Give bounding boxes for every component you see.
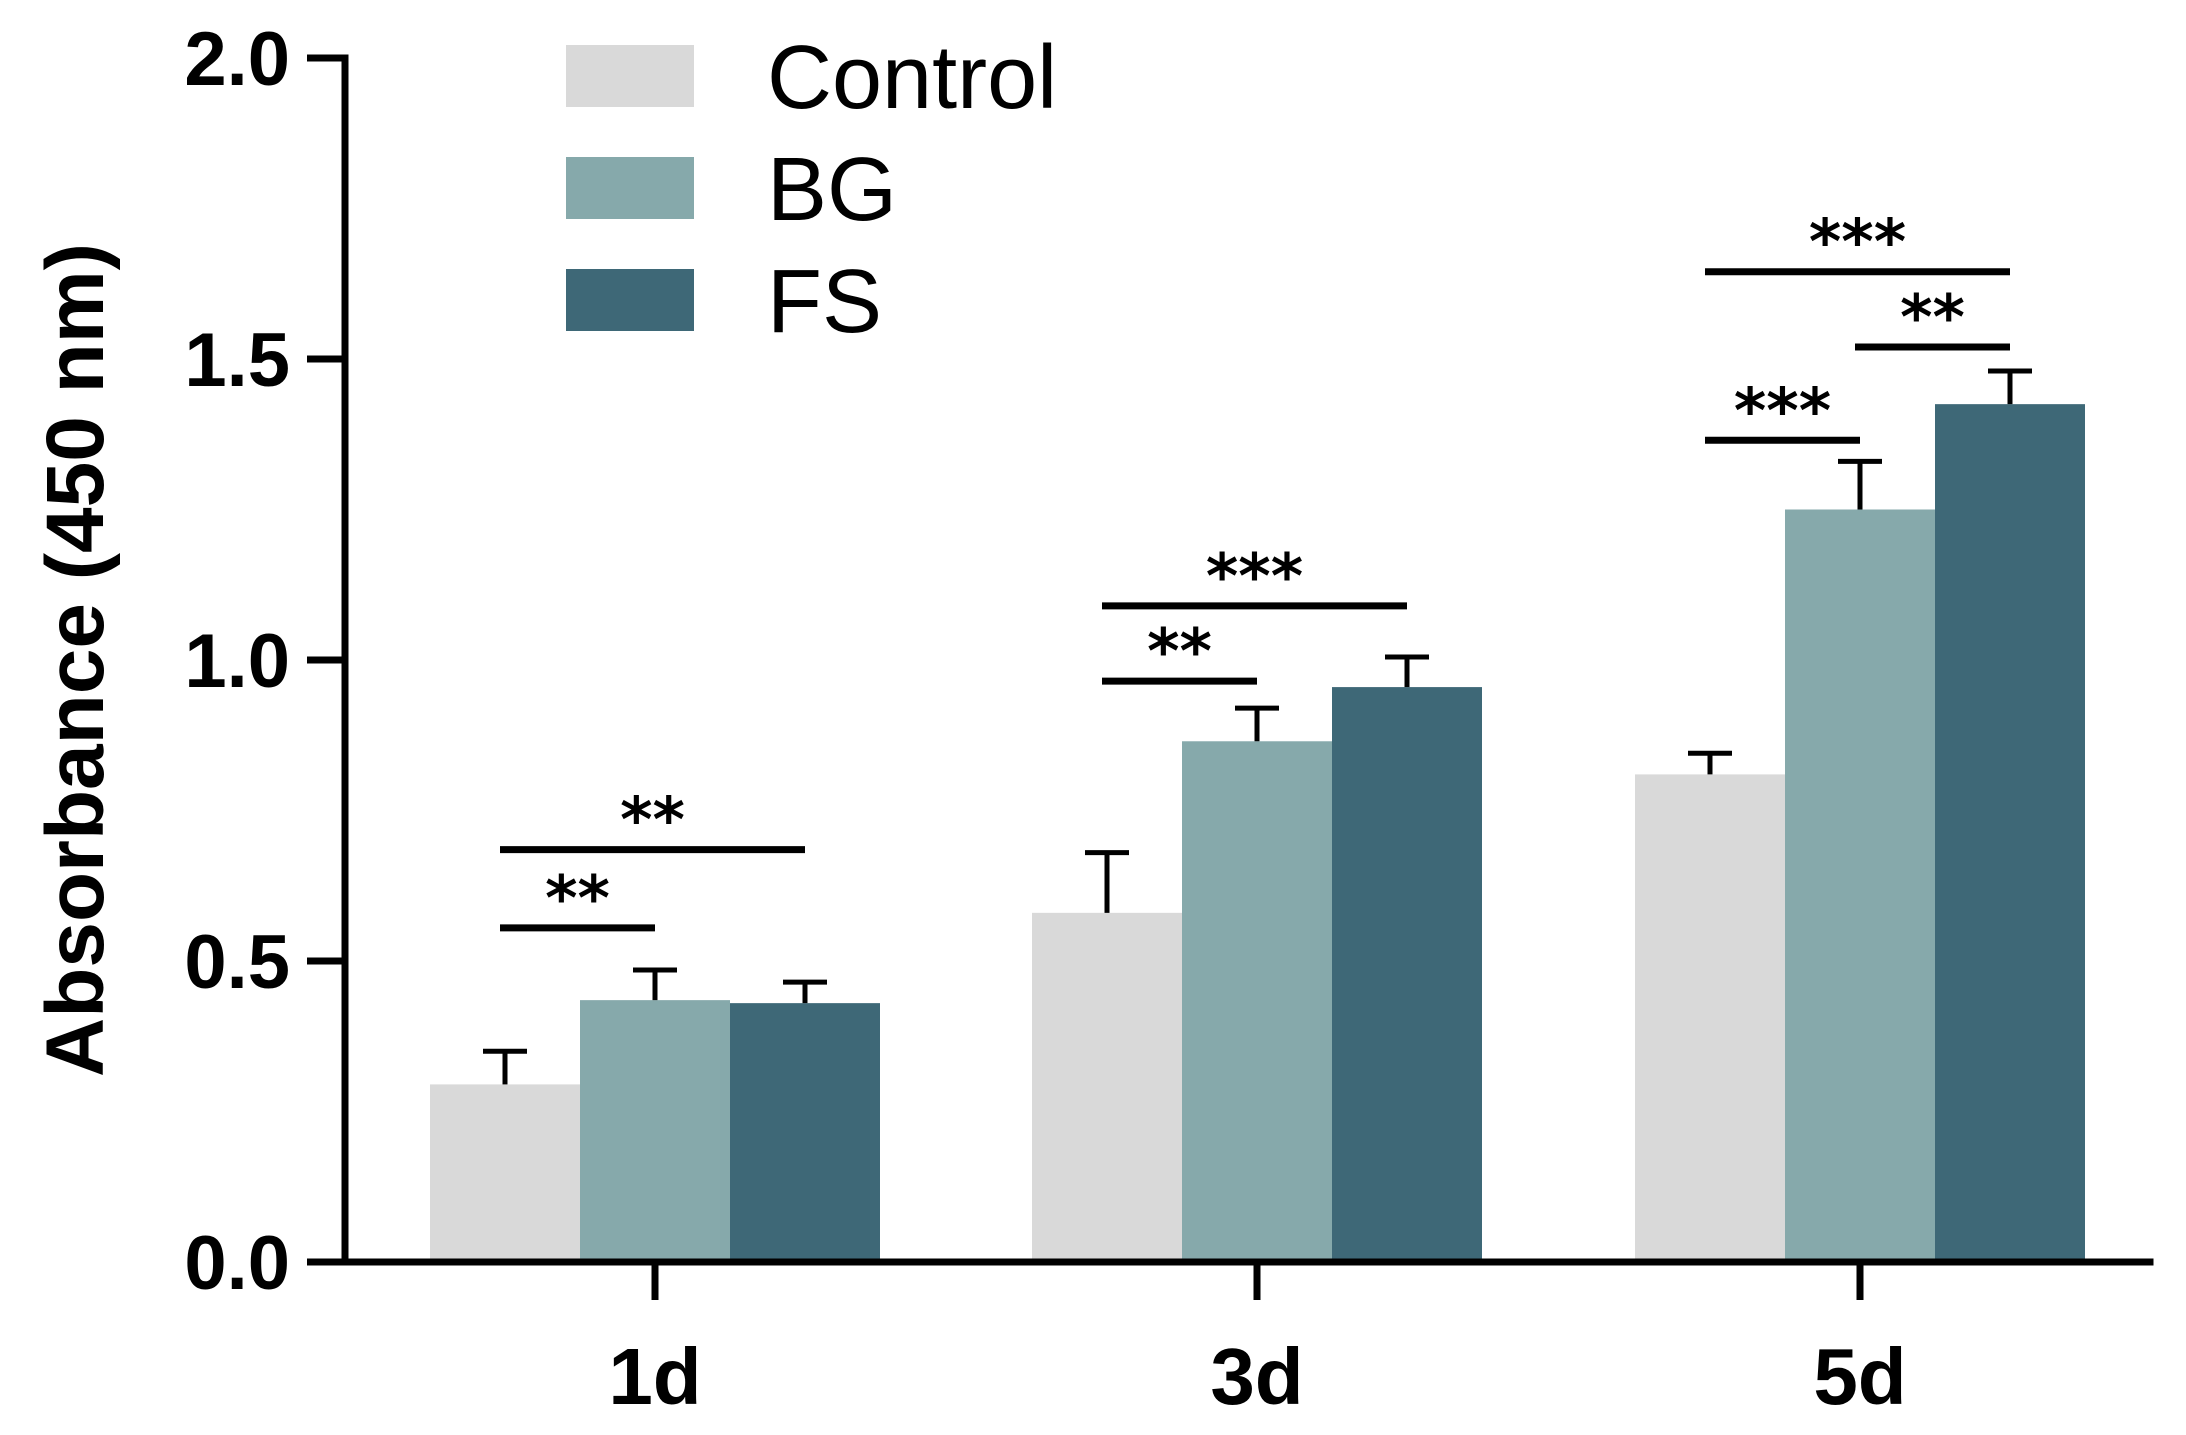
y-tick-label-1.5: 1.5 (184, 318, 290, 403)
bar-bg-3d (1182, 741, 1332, 1262)
legend-swatch-control (566, 45, 694, 107)
bar-control-5d (1635, 774, 1785, 1262)
legend-swatch-bg (566, 157, 694, 219)
x-tick-label-3d: 3d (1210, 1332, 1303, 1421)
significance-layer: ***************** (500, 206, 2010, 935)
error-bars-layer (483, 368, 2032, 1085)
ticks-layer: 0.0 0.5 1.0 1.5 2.0 1d 3d 5d (184, 17, 1906, 1421)
bar-fs-3d (1332, 687, 1482, 1262)
significance-label-1: ** (545, 862, 610, 935)
bar-control-3d (1032, 912, 1182, 1262)
legend: Control BG FS (566, 28, 1057, 352)
bar-control-1d (430, 1084, 580, 1262)
bar-fs-1d (730, 1003, 880, 1262)
significance-label-6: ** (1900, 281, 1965, 354)
legend-label-control: Control (767, 28, 1057, 128)
legend-label-fs: FS (767, 252, 882, 352)
significance-label-7: *** (1809, 206, 1906, 279)
bars-layer (430, 404, 2085, 1262)
bar-bg-5d (1785, 509, 1935, 1262)
significance-label-3: ** (1147, 615, 1212, 688)
y-tick-label-1.0: 1.0 (184, 619, 290, 704)
y-tick-label-2.0: 2.0 (184, 17, 290, 102)
y-tick-label-0.0: 0.0 (184, 1221, 290, 1306)
significance-label-4: *** (1206, 540, 1303, 613)
legend-label-bg: BG (767, 140, 897, 240)
bar-fs-5d (1935, 404, 2085, 1262)
bar-bg-1d (580, 1000, 730, 1262)
significance-label-2: ** (620, 784, 685, 857)
y-tick-label-0.5: 0.5 (184, 920, 290, 1005)
y-axis-title: Absorbance (450 nm) (30, 243, 121, 1077)
legend-swatch-fs (566, 269, 694, 331)
significance-label-5: *** (1734, 374, 1831, 447)
x-tick-label-5d: 5d (1813, 1332, 1906, 1421)
x-tick-label-1d: 1d (608, 1332, 701, 1421)
